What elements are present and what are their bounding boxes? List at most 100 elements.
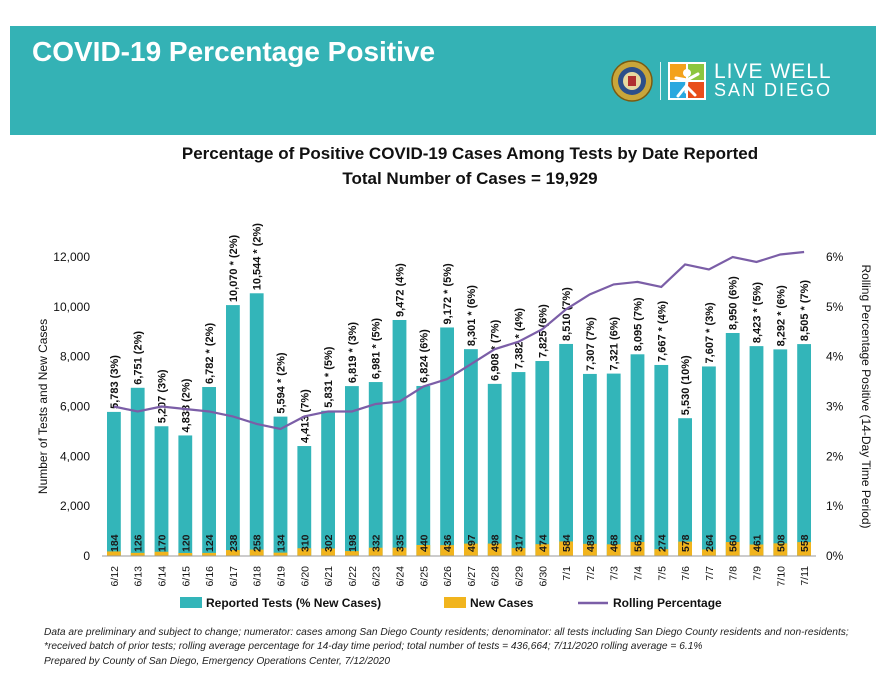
bar-new-cases (416, 545, 431, 556)
y-tick-label: 2,000 (60, 499, 90, 513)
new-cases-data-label: 198 (347, 534, 359, 552)
x-tick-label: 6/27 (466, 566, 478, 587)
new-cases-data-label: 332 (371, 534, 383, 552)
logo-text-san-diego: SAN DIEGO (714, 80, 833, 100)
logo-divider (660, 62, 661, 100)
x-tick-label: 7/3 (609, 566, 621, 581)
reported-tests-data-label: 8,292 * (6%) (775, 285, 787, 346)
x-tick-label: 6/21 (323, 566, 335, 587)
rolling-percentage-line (113, 250, 805, 431)
bar-new-cases (511, 548, 526, 556)
bar-new-cases (559, 541, 574, 556)
bar-reported-tests (678, 418, 693, 556)
x-tick-label: 6/29 (514, 566, 526, 587)
new-cases-data-label: 468 (609, 534, 621, 552)
reported-tests-data-label: 5,783 (3%) (109, 355, 121, 409)
y-tick-label: 8,000 (60, 350, 90, 364)
x-tick-label: 7/2 (585, 566, 597, 581)
bar-new-cases (606, 544, 621, 556)
bar-reported-tests (106, 411, 121, 556)
bar-new-cases (463, 543, 478, 556)
reported-tests-data-label: 10,070 * (2%) (228, 234, 240, 302)
bar-reported-tests (225, 305, 240, 556)
bar-new-cases (368, 547, 383, 556)
bar-reported-tests (416, 385, 431, 556)
x-tick-label: 7/9 (752, 566, 764, 581)
x-tick-label: 6/30 (537, 566, 549, 587)
bar-reported-tests (178, 435, 193, 556)
new-cases-data-label: 498 (490, 534, 502, 552)
bar-new-cases (178, 553, 193, 556)
reported-tests-data-label: 7,382 * (4%) (514, 308, 526, 369)
new-cases-data-label: 440 (418, 534, 430, 552)
reported-tests-data-label: 6,981 * (5%) (371, 318, 383, 379)
y2-tick-label: 6% (826, 250, 844, 264)
x-tick-label: 6/12 (109, 566, 121, 587)
reported-tests-data-label: 7,825 (6%) (537, 304, 549, 358)
new-cases-data-label: 120 (180, 534, 192, 552)
x-tick-label: 6/16 (204, 566, 216, 587)
reported-tests-data-label: 8,510 (7%) (561, 287, 573, 341)
new-cases-data-label: 560 (728, 534, 740, 552)
x-tick-label: 6/14 (157, 566, 169, 587)
bar-reported-tests (797, 344, 812, 556)
bar-reported-tests (559, 343, 574, 556)
bar-reported-tests (725, 332, 740, 556)
footnote-data-notes: Data are preliminary and subject to chan… (44, 627, 849, 652)
bar-reported-tests (511, 372, 526, 556)
x-tick-label: 7/7 (704, 566, 716, 581)
bar-new-cases (725, 542, 740, 556)
y2-tick-label: 5% (826, 300, 844, 314)
new-cases-data-label: 335 (395, 534, 407, 552)
y2-tick-label: 0% (826, 549, 844, 563)
bar-reported-tests (297, 446, 312, 556)
new-cases-data-label: 558 (799, 534, 811, 552)
x-tick-label: 6/15 (180, 566, 192, 587)
bar-reported-tests (535, 361, 550, 556)
reported-tests-data-label: 6,751 (2%) (133, 331, 145, 385)
new-cases-data-label: 497 (466, 534, 478, 552)
reported-tests-data-label: 5,594 * (2%) (276, 352, 288, 413)
bar-reported-tests (392, 319, 407, 556)
y-tick-label: 4,000 (60, 449, 90, 463)
bar-new-cases (582, 543, 597, 556)
bar-reported-tests (273, 416, 288, 556)
bar-new-cases (487, 543, 502, 556)
bar-new-cases (321, 548, 336, 556)
x-tick-label: 6/20 (299, 566, 311, 587)
x-tick-label: 6/23 (371, 566, 383, 587)
bar-reported-tests (630, 354, 645, 556)
bar-reported-tests (440, 327, 455, 556)
bar-new-cases (535, 544, 550, 556)
reported-tests-data-label: 6,908 * (7%) (490, 319, 502, 380)
live-well-logo-icon (668, 62, 706, 100)
x-tick-label: 6/28 (490, 566, 502, 587)
y-tick-label: 12,000 (53, 250, 90, 264)
new-cases-data-label: 126 (133, 534, 145, 552)
x-tick-label: 7/11 (799, 566, 811, 586)
bar-new-cases (797, 542, 812, 556)
new-cases-data-label: 508 (775, 534, 787, 552)
bar-reported-tests (321, 410, 336, 556)
x-tick-label: 6/26 (442, 566, 454, 587)
bar-new-cases (630, 541, 645, 556)
y2-tick-label: 1% (826, 499, 844, 513)
new-cases-data-label: 578 (680, 534, 692, 552)
x-tick-label: 7/8 (728, 566, 740, 581)
y2-axis-title: Rolling Percentage Positive (14-Day Time… (859, 264, 873, 528)
bar-reported-tests (154, 426, 169, 556)
x-tick-label: 6/19 (276, 566, 288, 587)
legend-swatch-new-cases (444, 597, 466, 608)
bar-new-cases (440, 545, 455, 556)
bar-reported-tests (368, 382, 383, 556)
new-cases-data-label: 184 (109, 534, 121, 552)
new-cases-data-label: 310 (299, 534, 311, 552)
reported-tests-data-label: 9,172 * (5%) (442, 263, 454, 324)
y-tick-label: 6,000 (60, 400, 90, 414)
reported-tests-data-label: 9,472 (4%) (395, 263, 407, 317)
x-tick-label: 6/17 (228, 566, 240, 587)
new-cases-data-label: 238 (228, 534, 240, 552)
new-cases-data-label: 436 (442, 534, 454, 552)
bar-reported-tests (202, 387, 217, 556)
bar-reported-tests (749, 346, 764, 556)
